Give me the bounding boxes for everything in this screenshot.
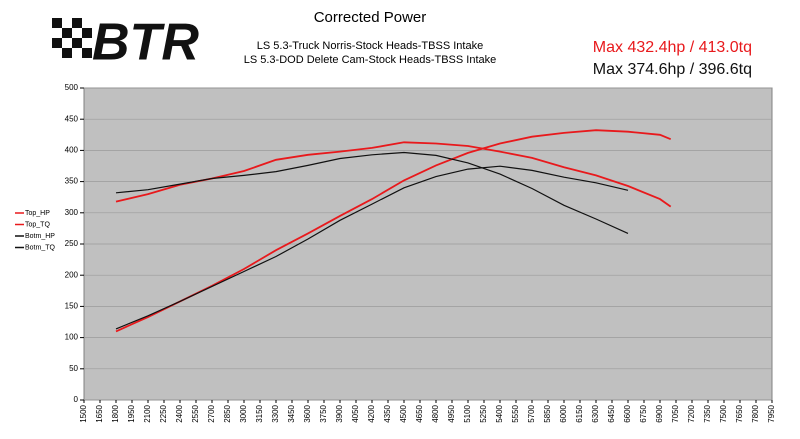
y-tick-label: 350 <box>65 177 79 186</box>
x-tick-label: 6750 <box>639 404 648 422</box>
x-tick-label: 6150 <box>575 404 584 422</box>
x-tick-label: 1650 <box>95 404 104 422</box>
x-tick-label: 6000 <box>559 404 568 422</box>
logo-text: BTR <box>92 14 199 72</box>
x-tick-label: 6600 <box>623 404 632 422</box>
x-tick-label: 3150 <box>255 404 264 422</box>
x-tick-label: 6900 <box>655 404 664 422</box>
x-tick-label: 6450 <box>607 404 616 422</box>
y-tick-label: 200 <box>65 270 79 279</box>
x-tick-label: 3300 <box>271 404 280 422</box>
y-tick-label: 300 <box>65 208 79 217</box>
x-tick-label: 7350 <box>703 404 712 422</box>
x-tick-label: 7500 <box>719 404 728 422</box>
series-line <box>115 165 629 330</box>
x-tick-label: 3000 <box>239 404 248 422</box>
y-tick-label: 0 <box>74 395 79 404</box>
x-tick-label: 4950 <box>447 404 456 422</box>
x-tick-label: 6300 <box>591 404 600 422</box>
x-tick-label: 4050 <box>351 404 360 422</box>
legend-label: Botm_HP <box>25 233 55 240</box>
y-tick-label: 50 <box>69 364 78 373</box>
x-tick-label: 2850 <box>223 404 232 422</box>
y-tick-label: 450 <box>65 114 79 123</box>
x-tick-label: 7050 <box>671 404 680 422</box>
legend-label: Top_HP <box>25 210 50 217</box>
annotation: Max 374.6hp / 396.6tq <box>593 61 752 78</box>
y-tick-label: 400 <box>65 146 79 155</box>
x-tick-label: 5550 <box>511 404 520 422</box>
series-line <box>115 151 629 234</box>
x-tick-label: 2550 <box>191 404 200 422</box>
x-tick-label: 7200 <box>687 404 696 422</box>
chart-subtitle: LS 5.3-Truck Norris-Stock Heads-TBSS Int… <box>257 40 483 52</box>
x-tick-label: 7650 <box>735 404 744 422</box>
x-tick-label: 2400 <box>175 404 184 422</box>
x-tick-label: 3600 <box>303 404 312 422</box>
x-tick-label: 1950 <box>127 404 136 422</box>
chart-title: Corrected Power <box>314 9 427 26</box>
x-tick-label: 5400 <box>495 404 504 422</box>
x-tick-label: 5100 <box>463 404 472 422</box>
x-tick-label: 7950 <box>767 404 776 422</box>
x-tick-label: 5700 <box>527 404 536 422</box>
x-tick-label: 3750 <box>319 404 328 422</box>
x-tick-label: 4200 <box>367 404 376 422</box>
x-tick-label: 4800 <box>431 404 440 422</box>
x-tick-label: 4500 <box>399 404 408 422</box>
x-tick-label: 2700 <box>207 404 216 422</box>
x-tick-label: 2100 <box>143 404 152 422</box>
x-tick-label: 4350 <box>383 404 392 422</box>
y-tick-label: 100 <box>65 333 79 342</box>
x-tick-label: 4650 <box>415 404 424 422</box>
x-tick-label: 1500 <box>79 404 88 422</box>
x-tick-label: 3900 <box>335 404 344 422</box>
y-tick-label: 250 <box>65 239 79 248</box>
x-tick-label: 7800 <box>751 404 760 422</box>
x-tick-label: 5250 <box>479 404 488 422</box>
y-tick-label: 150 <box>65 302 79 311</box>
chart-subtitle: LS 5.3-DOD Delete Cam-Stock Heads-TBSS I… <box>244 54 496 66</box>
x-tick-label: 2250 <box>159 404 168 422</box>
annotation: Max 432.4hp / 413.0tq <box>593 39 752 56</box>
x-tick-label: 1800 <box>111 404 120 422</box>
legend-label: Botm_TQ <box>25 244 56 251</box>
legend-label: Top_TQ <box>25 221 50 228</box>
y-tick-label: 500 <box>65 83 79 92</box>
x-tick-label: 3450 <box>287 404 296 422</box>
logo: BTR <box>52 14 199 72</box>
x-tick-label: 5850 <box>543 404 552 422</box>
